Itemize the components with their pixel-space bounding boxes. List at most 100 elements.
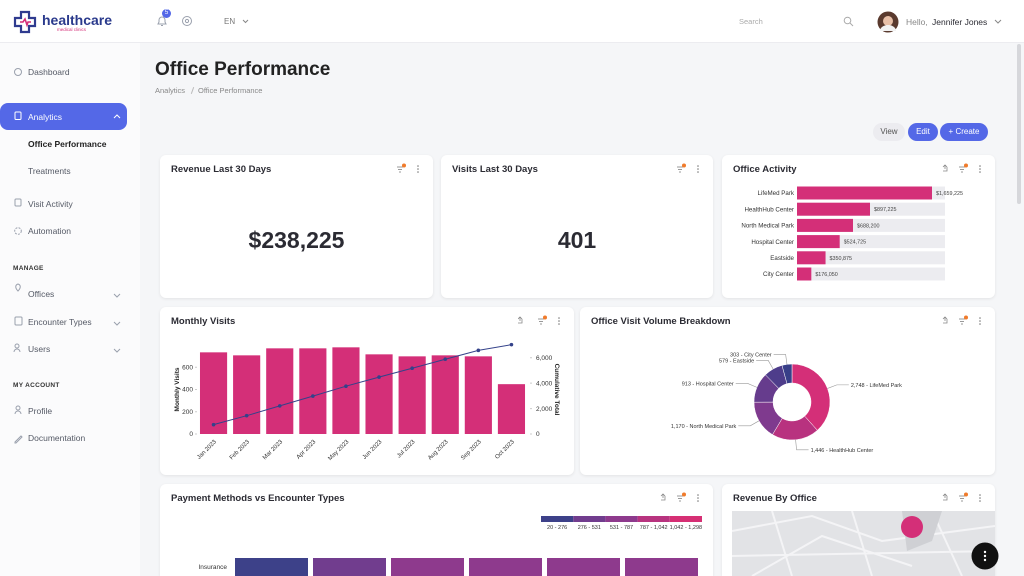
- view-button[interactable]: View: [873, 123, 905, 141]
- menu-dot: [979, 320, 981, 322]
- breadcrumb[interactable]: Analytics: [155, 86, 186, 95]
- search-icon: [843, 16, 854, 27]
- nav-item[interactable]: Automation: [28, 226, 71, 236]
- nav-subitem[interactable]: Treatments: [28, 166, 71, 176]
- fab-button[interactable]: [971, 542, 999, 570]
- menu-dot: [697, 171, 699, 173]
- card-title: Office Visit Volume Breakdown: [591, 316, 731, 327]
- chevron: [994, 19, 1002, 24]
- sidebar-icons: [0, 68, 127, 444]
- map-marker[interactable]: [901, 516, 923, 538]
- y-tick-label: 600: [182, 364, 193, 371]
- slice-label: 1,446 - HealthHub Center: [811, 448, 874, 454]
- y-tick-label: 0: [189, 431, 193, 438]
- search-placeholder: Search: [739, 17, 763, 26]
- active-pill: [0, 103, 127, 130]
- line-point: [211, 422, 216, 427]
- notification-badge: 5: [162, 9, 171, 18]
- scrollbar[interactable]: [1016, 44, 1022, 204]
- line: [213, 344, 512, 426]
- x-tick-label: Jan 2023: [196, 439, 218, 461]
- card-title: Visits Last 30 Days: [452, 164, 538, 175]
- x-tick-label: Jul 2023: [396, 439, 417, 460]
- bell-icon[interactable]: [155, 14, 169, 28]
- nav-item[interactable]: Documentation: [28, 433, 86, 443]
- bar: [797, 186, 932, 200]
- legend-swatch: [669, 516, 702, 522]
- create-button[interactable]: + Create: [940, 123, 988, 141]
- x-tick-label: May 2023: [327, 439, 350, 462]
- edit-button[interactable]: Edit: [908, 123, 938, 141]
- x-tick-label: Aug 2023: [427, 439, 450, 462]
- line-point: [509, 342, 514, 347]
- menu-dot: [979, 500, 981, 502]
- search-box[interactable]: Search: [733, 11, 861, 31]
- legend-swatch: [605, 516, 638, 522]
- y2-axis-title: Cumulative Total: [553, 364, 560, 416]
- menu-dot: [558, 320, 560, 322]
- menu-dot: [417, 165, 419, 167]
- filter-icon: [959, 166, 965, 173]
- donut-slice: [781, 363, 793, 384]
- filter-badge: [964, 315, 968, 320]
- category-label: Hospital Center: [751, 239, 794, 246]
- map[interactable]: [732, 511, 995, 576]
- slice-label: 1,170 - North Medical Park: [671, 424, 737, 430]
- card-title: Revenue Last 30 Days: [171, 164, 272, 175]
- heat-cell: [313, 558, 386, 576]
- menu-dot: [979, 497, 981, 499]
- value-label: $688,200: [857, 223, 879, 229]
- page-title: Office Performance: [155, 59, 331, 80]
- bar: [365, 354, 393, 434]
- bar: [233, 355, 261, 434]
- menu-dot: [558, 323, 560, 325]
- legend-label: 20 - 276: [547, 525, 567, 531]
- nav-item[interactable]: Dashboard: [28, 67, 70, 77]
- chart: 2,748 - LifeMed Park 1,446 - HealthHub Ce…: [671, 352, 902, 454]
- row-label: Insurance: [198, 564, 227, 571]
- nav-item[interactable]: Encounter Types: [28, 317, 92, 327]
- menu-dot: [979, 323, 981, 325]
- filter-badge: [964, 492, 968, 497]
- menu-dot: [979, 171, 981, 173]
- bar: [797, 267, 812, 281]
- menu-dot: [417, 171, 419, 173]
- nav-item[interactable]: Profile: [28, 406, 53, 416]
- value-label: $524,725: [844, 240, 866, 246]
- card-tools: [660, 492, 699, 502]
- line-point: [311, 394, 315, 398]
- line-point: [244, 413, 249, 418]
- greeting: Hello,: [906, 17, 928, 27]
- breadcrumb-separator: [190, 87, 195, 94]
- nav-item[interactable]: Users: [28, 344, 51, 354]
- chart: LifeMed Park $1,659,225 HealthHub Center $8…: [741, 186, 963, 281]
- user-name[interactable]: Jennifer Jones: [932, 17, 988, 27]
- nav-item-active[interactable]: Analytics: [28, 112, 63, 122]
- y2-tick-label: 6,000: [536, 355, 553, 362]
- category-label: Eastside: [770, 255, 794, 262]
- nav-section: MANAGE: [13, 265, 44, 272]
- settings-icon[interactable]: [181, 15, 193, 27]
- leader-line: [756, 360, 774, 370]
- menu-dot: [697, 497, 699, 499]
- nav-item[interactable]: Visit Activity: [28, 199, 73, 209]
- card-tools: [677, 163, 699, 173]
- bar-track: [797, 267, 945, 281]
- y2-tick-label: 4,000: [536, 380, 553, 387]
- kpi-value: 401: [557, 227, 597, 253]
- nav-item[interactable]: Offices: [28, 289, 55, 299]
- menu-dot: [558, 317, 560, 319]
- leader-line: [735, 383, 758, 388]
- menu-dot: [979, 165, 981, 167]
- legend-label: 531 - 787: [610, 525, 633, 531]
- slice-label: 579 - Eastside: [719, 358, 754, 364]
- nav-subitem[interactable]: Office Performance: [28, 139, 107, 149]
- language[interactable]: EN: [224, 17, 236, 26]
- value-label: $176,050: [815, 272, 837, 278]
- chart-card: Office Visit Volume Breakdown 2,748 - Li…: [580, 307, 995, 475]
- avatar[interactable]: [877, 11, 899, 33]
- chart-card: Monthly Visits 0 200 400 600 0 2,000 4,000 6,00…: [160, 307, 574, 475]
- kpi-value: $238,225: [248, 227, 345, 253]
- bar: [332, 347, 360, 434]
- y-tick-label: 200: [182, 409, 193, 416]
